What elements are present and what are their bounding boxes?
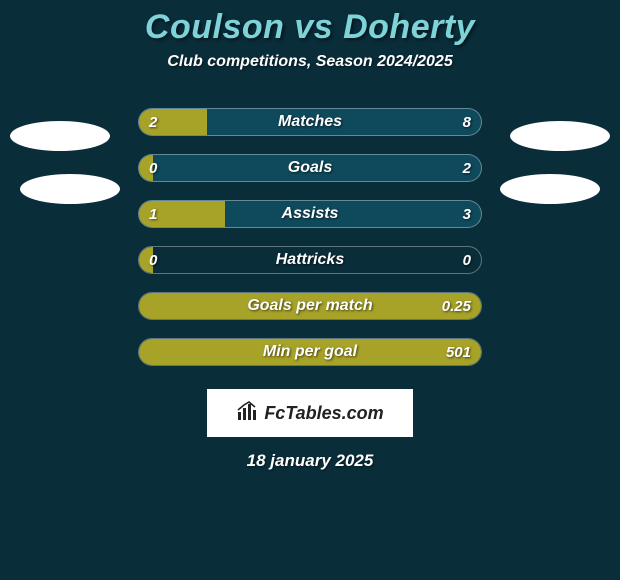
stat-bar: 13Assists bbox=[138, 200, 482, 228]
stat-row: 0.25Goals per match bbox=[0, 283, 620, 329]
stat-label: Goals bbox=[139, 155, 481, 181]
stat-bar: 0.25Goals per match bbox=[138, 292, 482, 320]
chart-icon bbox=[236, 400, 258, 427]
stat-row: 501Min per goal bbox=[0, 329, 620, 375]
stat-value-right: 3 bbox=[463, 201, 471, 227]
date-text: 18 january 2025 bbox=[0, 451, 620, 471]
comparison-infographic: Coulson vs Doherty Club competitions, Se… bbox=[0, 0, 620, 580]
page-title: Coulson vs Doherty bbox=[0, 8, 620, 47]
stat-value-right: 501 bbox=[446, 339, 471, 365]
stat-row: 13Assists bbox=[0, 191, 620, 237]
stat-row: 28Matches bbox=[0, 99, 620, 145]
stat-value-right: 8 bbox=[463, 109, 471, 135]
stat-value-left: 2 bbox=[149, 109, 157, 135]
stat-value-left: 0 bbox=[149, 247, 157, 273]
stat-bar-left bbox=[139, 293, 481, 319]
stat-value-left: 0 bbox=[149, 155, 157, 181]
stat-bar: 0 0Hattricks bbox=[138, 246, 482, 274]
stat-value-left: 1 bbox=[149, 201, 157, 227]
stat-label: Hattricks bbox=[139, 247, 481, 273]
stat-value-right: 0 bbox=[463, 247, 471, 273]
stat-bar: 501Min per goal bbox=[138, 338, 482, 366]
logo-box: FcTables.com bbox=[207, 389, 413, 437]
stat-bar: 28Matches bbox=[138, 108, 482, 136]
stats-list: 28Matches02Goals13Assists00Hattricks0.25… bbox=[0, 99, 620, 375]
stat-value-right: 2 bbox=[463, 155, 471, 181]
stat-row: 0 2Goals bbox=[0, 145, 620, 191]
subtitle: Club competitions, Season 2024/2025 bbox=[0, 53, 620, 71]
stat-bar: 0 2Goals bbox=[138, 154, 482, 182]
stat-bar-left bbox=[139, 339, 481, 365]
stat-value-right: 0.25 bbox=[442, 293, 471, 319]
stat-row: 0 0Hattricks bbox=[0, 237, 620, 283]
logo-text: FcTables.com bbox=[264, 403, 383, 424]
